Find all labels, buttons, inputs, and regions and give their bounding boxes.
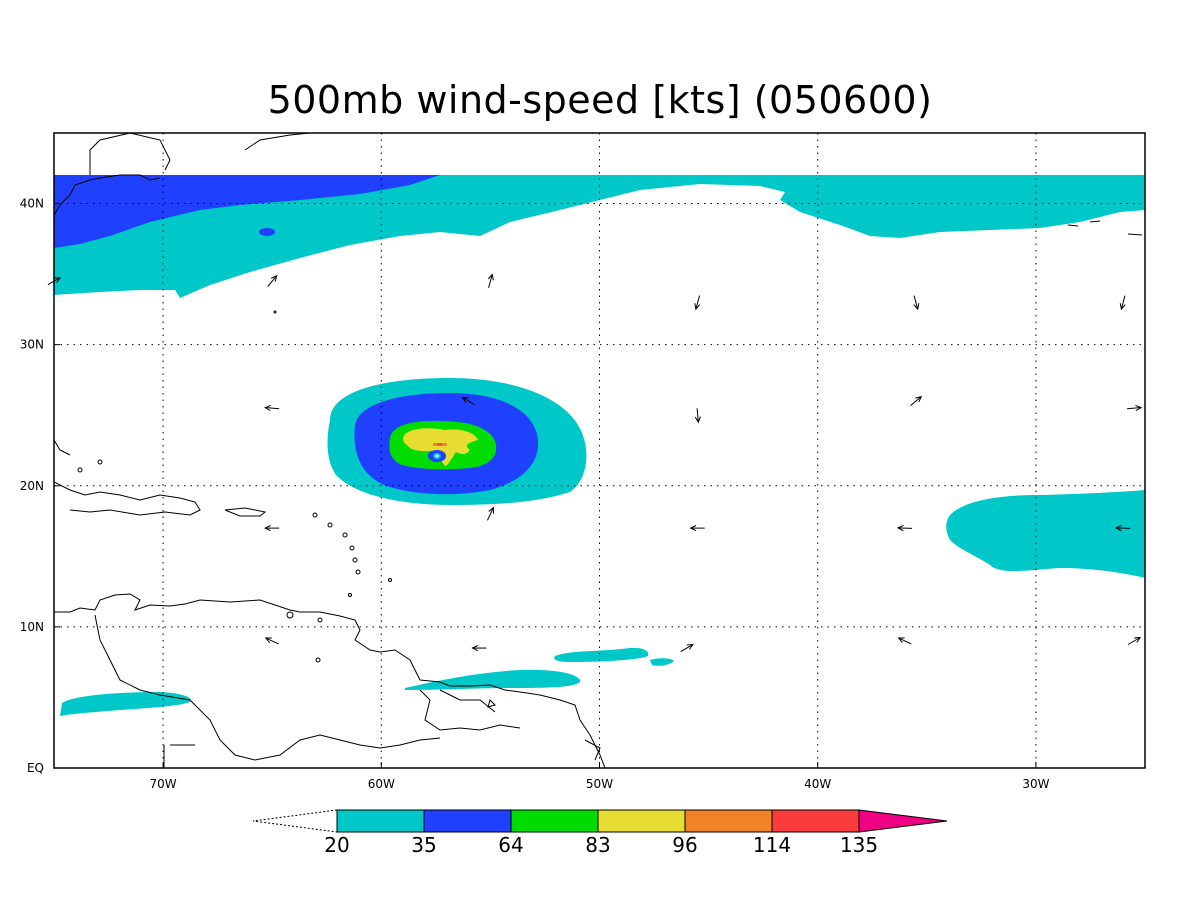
wind-arrow-8 [694, 408, 701, 424]
lon-tick-label-2: 50W [586, 777, 613, 791]
lon-tick-label-0: 70W [150, 777, 177, 791]
colorbar-segment-4 [684, 809, 773, 833]
wind-arrow-17 [471, 644, 487, 652]
colorbar-label-4: 96 [672, 833, 697, 857]
storm-eye-center [435, 454, 439, 458]
colorbar-label-0: 20 [324, 833, 349, 857]
wind-arrow-1 [267, 274, 278, 287]
wind-arrow-16 [264, 637, 279, 645]
lat-tick-label-0: EQ [27, 761, 44, 775]
axis-ticks: 70W 60W 50W 40W 30W EQ 10N 20N 30N 40N [20, 197, 1050, 791]
coastlines [54, 133, 606, 768]
wind-arrow-10 [1127, 404, 1143, 412]
islands [77, 220, 1143, 663]
wind-band-southwest-20kt [60, 692, 191, 716]
lat-tick-label-1: 10N [20, 620, 44, 634]
wind-band-south-20kt-b [650, 658, 674, 666]
lat-tick-label-4: 40N [20, 197, 44, 211]
colorbar-extend-high [858, 809, 948, 833]
colorbar-label-3: 83 [585, 833, 610, 857]
colorbar-label-6: 135 [840, 833, 878, 857]
colorbar-label-2: 64 [498, 833, 523, 857]
lon-tick-label-3: 40W [804, 777, 831, 791]
wind-arrow-9 [910, 395, 923, 406]
wind-band-south-20kt-c [405, 669, 581, 690]
map-plot-area [54, 133, 1145, 768]
wind-band-south-20kt-a [554, 647, 649, 662]
lon-tick-label-1: 60W [368, 777, 395, 791]
wind-arrow-20 [1127, 636, 1142, 645]
wind-band-east-20kt [946, 490, 1145, 578]
colorbar-label-1: 35 [411, 833, 436, 857]
wind-arrow-11 [264, 525, 280, 532]
wind-arrow-18 [680, 643, 694, 652]
wind-arrow-5 [1119, 295, 1126, 311]
wind-arrow-3 [694, 295, 701, 311]
wind-arrow-14 [896, 524, 912, 532]
wind-arrow-7 [461, 397, 475, 406]
colorbar: 20 35 64 83 96 114 135 [252, 809, 948, 857]
colorbar-extend-low [252, 809, 338, 833]
lat-tick-label-2: 20N [20, 479, 44, 493]
wind-arrow-15 [1115, 524, 1131, 532]
storm-ring-83kt [403, 428, 478, 466]
wind-arrows [47, 273, 1143, 652]
wind-arrow-12 [486, 506, 494, 521]
colorbar-segment-5 [771, 809, 860, 833]
lon-tick-label-4: 30W [1022, 777, 1049, 791]
colorbar-label-5: 114 [753, 833, 791, 857]
storm-core-114kt [437, 443, 442, 446]
wind-arrow-13 [689, 525, 705, 532]
wind-arrow-4 [913, 295, 920, 311]
wind-arrow-6 [264, 404, 280, 412]
colorbar-segment-0 [336, 809, 425, 833]
map-title: 500mb wind-speed [kts] (050600) [267, 78, 933, 122]
colorbar-segment-3 [597, 809, 686, 833]
lat-tick-label-3: 30N [20, 338, 44, 352]
wind-arrow-2 [487, 273, 494, 289]
colorbar-segment-2 [510, 809, 599, 833]
wind-arrow-19 [897, 637, 912, 645]
wind-blob-35kt [259, 228, 275, 236]
wind-band-north-20kt [54, 175, 1145, 298]
wind-band-north-35kt [54, 175, 440, 248]
colorbar-segment-1 [423, 809, 512, 833]
